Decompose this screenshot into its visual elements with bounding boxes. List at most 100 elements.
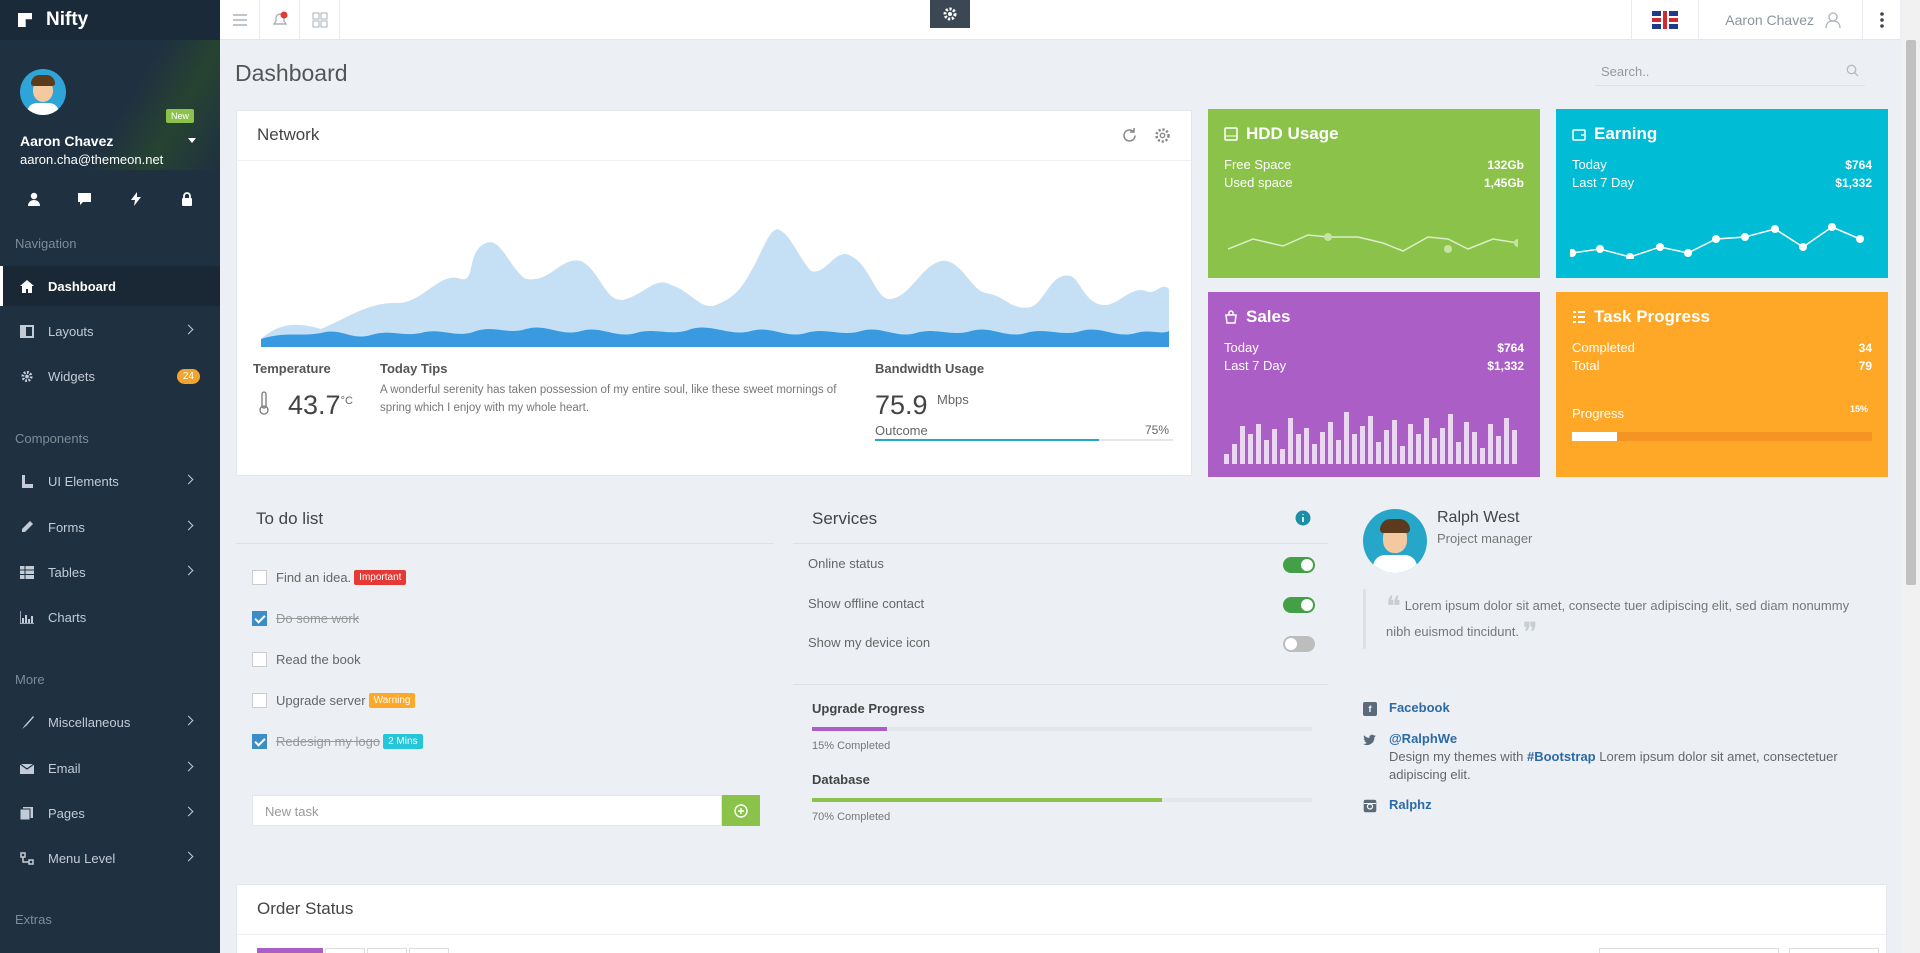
instagram-link[interactable]: Ralphz xyxy=(1389,797,1432,812)
add-task-button[interactable] xyxy=(722,795,760,826)
earning-tile: Earning Today $764 Last 7 Day $1,332 xyxy=(1556,109,1888,278)
profile-card-name[interactable]: Ralph West xyxy=(1437,509,1520,526)
order-filter-button[interactable] xyxy=(1789,948,1879,953)
facebook-link[interactable]: Facebook xyxy=(1389,700,1450,715)
profile-widget: New xyxy=(0,40,220,170)
task-progress-pct: 15% xyxy=(1849,404,1868,414)
tweet-post: Lorem ipsum dolor sit amet, consectetuer… xyxy=(1389,749,1838,782)
settings-icon[interactable] xyxy=(1154,127,1171,144)
hdd-free-value: 132Gb xyxy=(1487,158,1524,172)
search-input[interactable]: Search.. xyxy=(1595,60,1865,86)
database-progress-fill xyxy=(812,798,1162,802)
settings-gear-icon[interactable] xyxy=(930,0,970,28)
lock-icon[interactable] xyxy=(176,192,198,209)
sidebar-item-email[interactable]: Email xyxy=(0,748,220,788)
instagram-icon xyxy=(1363,799,1377,813)
outcome-bar-fill xyxy=(875,439,1099,441)
earning-title: Earning xyxy=(1594,124,1658,143)
sidebar-item-layouts[interactable]: Layouts xyxy=(0,311,220,351)
sidebar-item-tables[interactable]: Tables xyxy=(0,552,220,592)
pages-icon xyxy=(20,806,33,820)
new-task-input[interactable]: New task xyxy=(252,795,722,826)
todo-checkbox[interactable] xyxy=(252,693,267,708)
search-icon[interactable] xyxy=(1846,64,1859,77)
order-search-input[interactable] xyxy=(1599,948,1779,953)
profile-caret-icon[interactable] xyxy=(188,138,196,143)
sidebar-item-dashboard[interactable]: Dashboard xyxy=(0,266,220,306)
sidebar-item-pages[interactable]: Pages xyxy=(0,793,220,833)
facebook-icon: f xyxy=(1363,702,1377,716)
task-progress-fill xyxy=(1572,432,1617,441)
network-title: Network xyxy=(257,125,320,144)
tree-icon xyxy=(20,851,34,865)
order-tab-active[interactable] xyxy=(257,948,323,953)
temperature-label: Temperature xyxy=(253,361,331,376)
nav-section-extras: Extras xyxy=(15,912,52,927)
brand[interactable]: Nifty xyxy=(0,0,220,40)
sidebar-item-label: Email xyxy=(48,760,81,776)
todo-checkbox[interactable] xyxy=(252,734,267,749)
service-label: Show offline contact xyxy=(808,596,925,611)
todo-item[interactable]: Do some work xyxy=(252,611,359,626)
info-icon[interactable] xyxy=(1295,510,1311,526)
service-toggle[interactable] xyxy=(1283,636,1315,652)
profile-email: aaron.cha@themeon.net xyxy=(20,152,164,167)
twitter-link[interactable]: @RalphWe xyxy=(1389,731,1458,746)
bell-icon[interactable] xyxy=(260,0,300,40)
order-tab[interactable] xyxy=(367,948,407,953)
tweet-hashtag[interactable]: #Bootstrap xyxy=(1527,749,1596,764)
refresh-icon[interactable] xyxy=(1121,127,1138,144)
avatar[interactable] xyxy=(20,69,66,115)
sales-tile: Sales Today $764 Last 7 Day $1,332 xyxy=(1208,292,1540,477)
todo-title: To do list xyxy=(256,509,324,528)
task-total-value: 79 xyxy=(1858,359,1872,373)
bandwidth-unit: Mbps xyxy=(937,392,969,407)
scrollbar-thumb[interactable] xyxy=(1906,40,1916,585)
sidebar-item-forms[interactable]: Forms xyxy=(0,507,220,547)
service-toggle[interactable] xyxy=(1283,557,1315,573)
sidebar-item-miscellaneous[interactable]: Miscellaneous xyxy=(0,702,220,742)
order-tab[interactable] xyxy=(325,948,365,953)
profile-quote-text: Lorem ipsum dolor sit amet, consecte tue… xyxy=(1386,598,1850,640)
topbar: Aaron Chavez xyxy=(220,0,1900,40)
order-tab[interactable] xyxy=(409,948,449,953)
more-vertical-icon[interactable] xyxy=(1862,0,1900,40)
todo-checkbox[interactable] xyxy=(252,570,267,585)
apps-grid-icon[interactable] xyxy=(300,0,340,40)
menu-toggle-icon[interactable] xyxy=(220,0,260,40)
profile-name[interactable]: Aaron Chavez xyxy=(20,133,114,149)
todo-item[interactable]: Find an idea. Important xyxy=(252,570,407,585)
sidebar-item-label: Forms xyxy=(48,519,85,535)
todo-checkbox[interactable] xyxy=(252,611,267,626)
sidebar-item-ui-elements[interactable]: UI Elements xyxy=(0,461,220,501)
close-quote-icon: ❞ xyxy=(1522,616,1538,650)
service-toggle[interactable] xyxy=(1283,597,1315,613)
todo-item[interactable]: Redesign my logo 2 Mins xyxy=(252,734,423,749)
bolt-icon[interactable] xyxy=(125,192,147,209)
chat-icon[interactable] xyxy=(74,192,96,209)
user-icon[interactable] xyxy=(23,192,45,209)
outcome-label: Outcome xyxy=(875,423,928,438)
services-divider-2 xyxy=(793,684,1328,685)
chevron-right-icon xyxy=(183,324,194,335)
upgrade-progress-title: Upgrade Progress xyxy=(812,701,925,716)
upgrade-progress-fill xyxy=(812,727,887,731)
todo-item[interactable]: Read the book xyxy=(252,652,361,667)
todo-item[interactable]: Upgrade server Warning xyxy=(252,693,416,708)
topbar-user[interactable]: Aaron Chavez xyxy=(1698,0,1862,40)
network-area-chart xyxy=(261,229,1169,347)
sidebar-item-widgets[interactable]: Widgets 24 xyxy=(0,356,220,396)
sidebar-item-charts[interactable]: Charts xyxy=(0,597,220,637)
language-flag-icon[interactable] xyxy=(1652,11,1679,29)
service-label: Show my device icon xyxy=(808,635,931,650)
sidebar-item-label: Pages xyxy=(48,805,85,821)
scrollbar[interactable] xyxy=(1902,0,1920,953)
chart-icon xyxy=(20,610,34,624)
wallet-icon xyxy=(1572,129,1586,141)
sales-week-label: Last 7 Day xyxy=(1224,358,1287,373)
sidebar-item-label: Dashboard xyxy=(48,278,116,294)
todo-checkbox[interactable] xyxy=(252,652,267,667)
order-divider xyxy=(237,934,1886,935)
sidebar-item-menu-level[interactable]: Menu Level xyxy=(0,838,220,878)
profile-avatar[interactable] xyxy=(1363,509,1427,573)
